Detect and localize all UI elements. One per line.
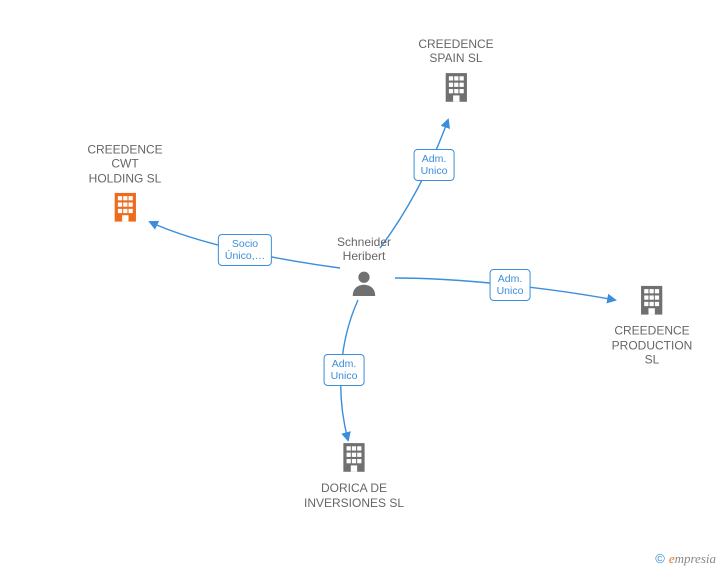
copyright-symbol: © bbox=[655, 551, 665, 566]
edge-label: Socio Único,… bbox=[218, 234, 272, 266]
node-bottom: DORICA DE INVERSIONES SL bbox=[304, 440, 404, 510]
building-icon bbox=[635, 283, 669, 317]
building-icon-wrap bbox=[418, 70, 493, 107]
node-label: CREEDENCE CWT HOLDING SL bbox=[87, 143, 162, 186]
diagram-canvas: Schneider Heribert CREEDENCE SPAIN SL CR… bbox=[0, 0, 728, 575]
building-icon-wrap bbox=[87, 190, 162, 227]
building-icon bbox=[337, 440, 371, 474]
building-icon-wrap bbox=[304, 440, 404, 477]
building-icon bbox=[439, 70, 473, 104]
node-label: DORICA DE INVERSIONES SL bbox=[304, 481, 404, 510]
node-label: CREEDENCE PRODUCTION SL bbox=[612, 324, 693, 367]
node-left: CREEDENCE CWT HOLDING SL bbox=[87, 143, 162, 228]
node-top: CREEDENCE SPAIN SL bbox=[418, 37, 493, 107]
edge-path bbox=[380, 120, 448, 248]
edge-label: Adm. Unico bbox=[414, 149, 455, 181]
node-right: CREEDENCE PRODUCTION SL bbox=[612, 283, 693, 368]
person-icon-wrap bbox=[337, 268, 391, 301]
node-label: Schneider Heribert bbox=[337, 235, 391, 264]
node-label: CREEDENCE SPAIN SL bbox=[418, 37, 493, 66]
credit-rest: mpresia bbox=[675, 551, 716, 566]
edge-label: Adm. Unico bbox=[324, 354, 365, 386]
person-icon bbox=[349, 268, 379, 298]
node-center: Schneider Heribert bbox=[337, 235, 391, 301]
edge-label: Adm. Unico bbox=[490, 269, 531, 301]
credit: ©empresia bbox=[655, 551, 716, 567]
building-icon-wrap bbox=[612, 283, 693, 320]
building-icon bbox=[108, 190, 142, 224]
